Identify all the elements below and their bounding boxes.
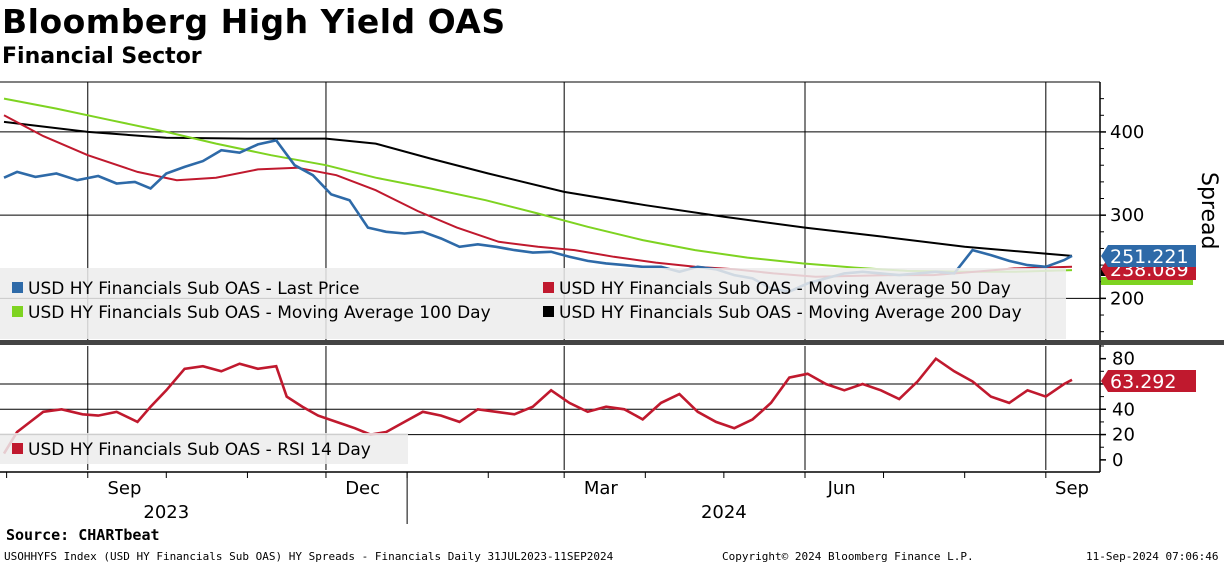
rsi-tick-label: 80 <box>1112 349 1135 370</box>
rsi-tick-label: 0 <box>1112 450 1123 471</box>
year-label-2024: 2024 <box>701 502 747 523</box>
y-tick-label: 400 <box>1110 122 1144 143</box>
value-tag-text: 63.292 <box>1110 371 1176 393</box>
chart-canvas: 200300400Spread020406080USD HY Financial… <box>0 81 1224 524</box>
legend-label-ma100: USD HY Financials Sub OAS - Moving Avera… <box>28 303 491 323</box>
value-tag-shape <box>1101 370 1196 392</box>
legend-rsi: USD HY Financials Sub OAS - RSI 14 Day <box>0 433 408 464</box>
series-line-rsi <box>2 356 1073 455</box>
legend-swatch-rsi <box>12 443 23 454</box>
value-tag-ma100-sliver <box>1101 277 1193 285</box>
y-axis-title: Spread <box>1196 172 1221 249</box>
legend-main: USD HY Financials Sub OAS - Last Price US… <box>0 268 1066 339</box>
legend-label-rsi: USD HY Financials Sub OAS - RSI 14 Day <box>28 440 371 460</box>
y-tick-label: 300 <box>1110 205 1144 226</box>
source-label: Source: CHARTbeat <box>6 526 160 544</box>
x-tick-label-mar: Mar <box>584 478 619 499</box>
year-label-2023: 2023 <box>143 502 189 523</box>
legend-swatch-ma100 <box>12 306 23 317</box>
y-tick-label: 200 <box>1110 288 1144 309</box>
chart-subtitle: Financial Sector <box>2 44 202 69</box>
legend-swatch-ma200 <box>543 306 554 317</box>
legend-label-ma50: USD HY Financials Sub OAS - Moving Avera… <box>559 279 1011 299</box>
rsi-tick-label: 20 <box>1112 425 1135 446</box>
legend-swatch-ma50 <box>543 282 554 293</box>
copyright: Copyright© 2024 Bloomberg Finance L.P. <box>722 550 974 563</box>
series-line-ma200 <box>3 120 1073 257</box>
legend-background <box>0 433 408 464</box>
panel-separator <box>0 340 1224 345</box>
x-tick-label-sep: Sep <box>1055 478 1089 499</box>
legend-swatch-last-price <box>12 282 23 293</box>
x-tick-label-dec: Dec <box>345 478 380 499</box>
value-tag-text: 251.221 <box>1110 246 1189 268</box>
x-tick-label-sep: Sep <box>107 478 141 499</box>
value-tag-shape <box>1101 245 1196 267</box>
chart-title: Bloomberg High Yield OAS <box>2 2 506 41</box>
timestamp: 11-Sep-2024 07:06:46 <box>1086 550 1219 563</box>
index-description: USOHHYFS Index (USD HY Financials Sub OA… <box>4 550 614 563</box>
value-tag-rsi: 63.292 <box>1101 370 1196 393</box>
legend-background <box>0 268 1066 339</box>
rsi-tick-label: 40 <box>1112 399 1135 420</box>
x-tick-label-jun: Jun <box>827 478 856 499</box>
legend-label-last-price: USD HY Financials Sub OAS - Last Price <box>28 279 360 299</box>
legend-label-ma200: USD HY Financials Sub OAS - Moving Avera… <box>559 303 1022 323</box>
value-tag-last-price: 251.221 <box>1101 245 1196 268</box>
